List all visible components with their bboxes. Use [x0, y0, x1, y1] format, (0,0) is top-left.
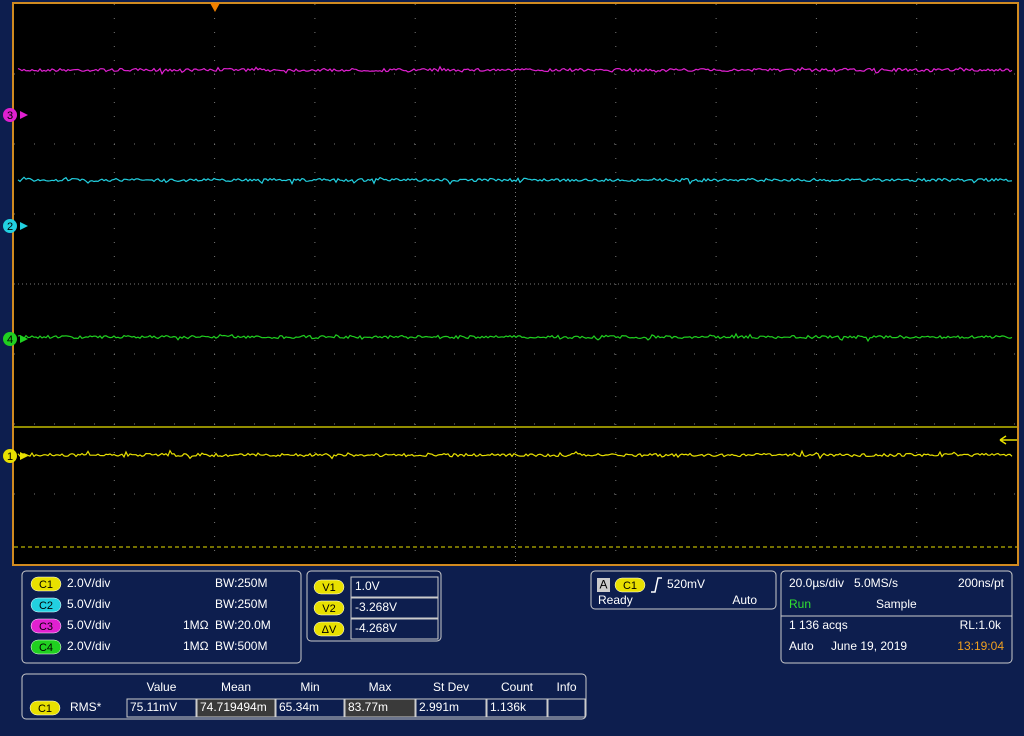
badge: [614, 577, 646, 593]
measurement-cell: [126, 698, 197, 718]
trace: [17, 65, 1013, 76]
badge: [313, 621, 345, 637]
trigger-source: A: [599, 578, 607, 592]
channel-impedance: 1MΩ: [183, 618, 209, 632]
cursor-panel: [306, 570, 442, 642]
trigger-mode: Auto: [732, 593, 757, 607]
marker-arrow: [20, 111, 28, 119]
timebase-date: June 19, 2019: [831, 639, 907, 653]
channel-bandwidth: BW:250M: [215, 576, 267, 590]
timebase-time: 13:19:04: [957, 639, 1004, 653]
marker-arrow: [20, 222, 28, 230]
timebase-sample-rate: 5.0MS/s: [854, 576, 898, 590]
cursor-value-box: [350, 576, 439, 598]
badge-label: V1: [322, 582, 335, 594]
badge: [30, 597, 62, 613]
badge-label: C3: [39, 621, 53, 633]
marker-label: 1: [7, 451, 13, 463]
channel-marker: [3, 219, 17, 233]
measurement-cell: [196, 698, 276, 718]
measurement-panel: [21, 673, 587, 720]
badge-label: V2: [322, 603, 335, 615]
badge-label: ΔV: [322, 624, 337, 636]
cursor-value-box: [350, 618, 439, 640]
badge: [30, 618, 62, 634]
timebase-run-state: Run: [789, 597, 811, 611]
cursor-value: -4.268V: [355, 621, 397, 635]
trigger-panel: [590, 570, 777, 610]
cursor-value-box: [350, 597, 439, 619]
measurement-value: 2.991m: [419, 700, 459, 714]
trigger-state: Ready: [598, 593, 633, 607]
measurement-header: Min: [300, 680, 319, 694]
badge-label: C1: [38, 703, 52, 715]
marker-label: 3: [7, 110, 13, 122]
marker-label: 2: [7, 221, 13, 233]
channel-marker: [3, 332, 17, 346]
timebase-panel: [780, 570, 1013, 664]
cursor-value: -3.268V: [355, 600, 397, 614]
measurement-cell: [486, 698, 548, 718]
trigger-source-box: [597, 578, 610, 592]
marker-arrow: [20, 452, 28, 460]
timebase-resolution: 200ns/pt: [958, 576, 1005, 590]
measurement-cell: [547, 698, 586, 718]
channel-scale: 5.0V/div: [67, 597, 110, 611]
channel-impedance: 1MΩ: [183, 639, 209, 653]
badge: [30, 576, 62, 592]
measurement-value: 75.11mV: [130, 700, 177, 714]
badge-label: C1: [623, 580, 637, 592]
traces: [17, 65, 1013, 460]
trigger-level-arrow: [999, 435, 1017, 445]
channel-scale: 2.0V/div: [67, 639, 110, 653]
badge: [313, 600, 345, 616]
badge: [29, 700, 61, 716]
marker-arrow: [20, 335, 28, 343]
channel-panel: [21, 570, 302, 664]
marker-label: 4: [7, 334, 13, 346]
measurement-value: 83.77m: [348, 700, 388, 714]
measurement-header: Max: [369, 680, 392, 694]
measurement-value: 74.719494m: [200, 700, 267, 714]
channel-scale: 2.0V/div: [67, 576, 110, 590]
measurement-header: Count: [501, 680, 534, 694]
trace: [17, 176, 1013, 186]
measurement-header: St Dev: [433, 680, 469, 694]
grid: [14, 4, 1017, 564]
trigger-slope: [651, 577, 662, 593]
channel-bandwidth: BW:20.0M: [215, 618, 271, 632]
channel-marker: [3, 449, 17, 463]
measurement-value: 1.136k: [490, 700, 527, 714]
trigger-position: [210, 3, 220, 12]
trace: [17, 449, 1013, 460]
measurement-value: 65.34m: [279, 700, 319, 714]
timebase-acquisitions: 1 136 acqs: [789, 618, 848, 632]
measurement-header: Value: [147, 680, 177, 694]
timebase-record-length: RL:1.0k: [960, 618, 1002, 632]
badge-label: C4: [39, 642, 53, 654]
timebase-trigger-mode: Auto: [789, 639, 814, 653]
measurement-header: Mean: [221, 680, 251, 694]
badge-label: C2: [39, 600, 53, 612]
measurement-type: RMS*: [70, 700, 102, 714]
badge: [30, 639, 62, 655]
badge-label: C1: [39, 579, 53, 591]
measurement-cell: [275, 698, 345, 718]
trace: [17, 332, 1013, 343]
channel-bandwidth: BW:250M: [215, 597, 267, 611]
channel-marker: [3, 108, 17, 122]
timebase-acquisition-mode: Sample: [876, 597, 917, 611]
channel-scale: 5.0V/div: [67, 618, 110, 632]
measurement-header: Info: [556, 680, 576, 694]
measurement-cell: [344, 698, 416, 718]
trigger-level: 520mV: [667, 577, 705, 591]
timebase-scale: 20.0µs/div: [789, 576, 844, 590]
badge: [313, 579, 345, 595]
cursor-value: 1.0V: [355, 579, 380, 593]
measurement-cell: [415, 698, 487, 718]
channel-bandwidth: BW:500M: [215, 639, 267, 653]
